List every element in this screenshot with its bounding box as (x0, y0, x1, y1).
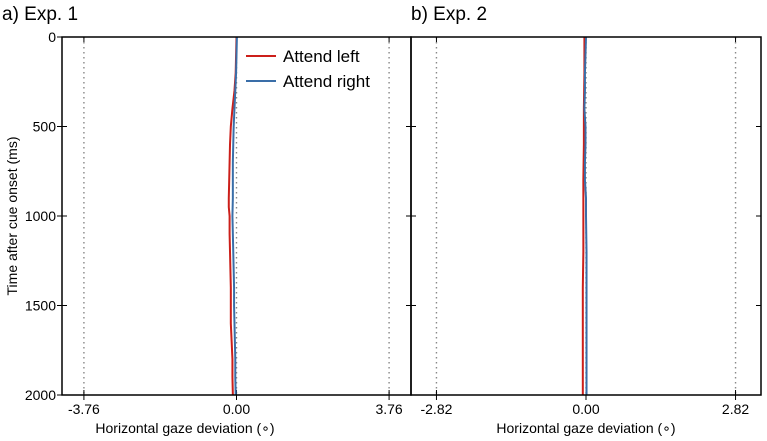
series-line-attend-right (231, 36, 238, 396)
legend-label-attend-right: Attend right (283, 72, 370, 91)
plot-area-exp-2: -2.82 0.00 2.82 (406, 36, 762, 417)
x-tick-label: 2.82 (722, 401, 749, 417)
x-tick-label: -2.82 (420, 401, 452, 417)
y-axis-label: Time after cue onset (ms) (4, 137, 20, 296)
y-tick-label: 1000 (25, 208, 56, 224)
series-line-attend-left (227, 36, 238, 396)
legend: Attend left Attend right (246, 47, 370, 91)
panel-title-exp-1: a) Exp. 1 (2, 4, 78, 25)
x-axis-label-exp-2: Horizontal gaze deviation (∘) (496, 420, 675, 436)
plot-frame (410, 36, 762, 396)
panel-exp-2: b) Exp. 2 Horizontal gaze deviation (∘) … (406, 4, 762, 436)
x-tick-label: 3.76 (375, 401, 402, 417)
y-tick-label: 0 (48, 29, 56, 45)
x-axis-label-exp-1: Horizontal gaze deviation (∘) (95, 420, 274, 436)
y-tick-label: 2000 (25, 387, 56, 403)
panel-exp-1: a) Exp. 1 Horizontal gaze deviation (∘) … (2, 4, 412, 436)
x-tick-label: -3.76 (68, 401, 100, 417)
x-tick-label: 0.00 (223, 401, 250, 417)
panel-title-exp-2: b) Exp. 2 (411, 4, 487, 25)
y-tick-label: 500 (33, 119, 57, 135)
x-tick-label: 0.00 (572, 401, 599, 417)
series-line-attend-right (583, 36, 588, 395)
legend-label-attend-left: Attend left (283, 47, 360, 66)
y-tick-label: 1500 (25, 298, 56, 314)
